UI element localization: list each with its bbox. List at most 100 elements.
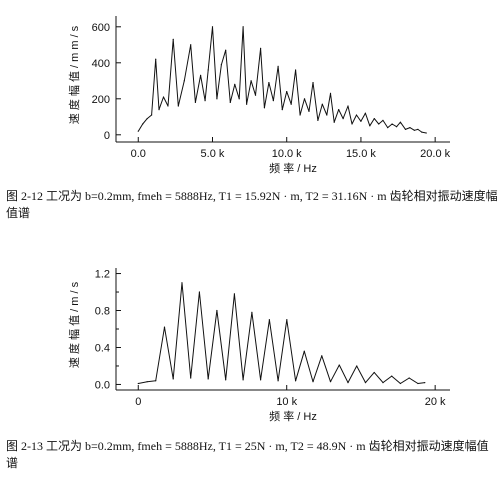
chart-1-data-point [425, 132, 427, 134]
chart-2-data-point [172, 378, 174, 380]
chart-1-data-point [204, 100, 206, 102]
chart-1-series-line [137, 26, 427, 134]
chart-2-data-point [408, 377, 410, 379]
chart-1-data-point [321, 103, 323, 105]
chart-1-y-tick-label: 200 [92, 94, 110, 106]
chart-2-data-point [277, 380, 279, 382]
chart-1-data-point [142, 123, 144, 125]
chart-1-data-point [312, 82, 314, 84]
chart-1-data-point [137, 130, 139, 132]
chart-2-data-point [216, 309, 218, 312]
chart-1-data-point [200, 74, 202, 76]
chart-1-data-point [172, 38, 174, 41]
chart-2-data-point [181, 282, 183, 284]
chart-2-data-point [225, 379, 227, 381]
chart-1-x-tick-label: 20.0 k [420, 148, 450, 160]
chart-1-y-axis-label: 速 度 幅 值 / m m / s [67, 25, 81, 124]
chart-2-data-point [338, 364, 340, 366]
chart-2-data-point [417, 382, 419, 385]
chart-2-y-axis-label: 速 度 幅 值 / m / s [67, 281, 81, 368]
chart-2-data-point [399, 382, 402, 385]
chart-2-data-point [137, 382, 139, 385]
chart-1-caption: 图 2-12 工况为 b=0.2mm, fmeh = 5888Hz, T1 = … [6, 189, 498, 220]
chart-1-data-point [183, 80, 185, 82]
chart-1-x-axis-label: 频 率 / Hz [269, 161, 317, 175]
chart-2-data-point [233, 293, 236, 295]
chart-2-data-point [294, 380, 297, 382]
chart-1-data-point [190, 44, 192, 46]
chart-1-data-point [369, 125, 371, 127]
chart-1-data-point [211, 26, 214, 28]
chart-1-data-point [351, 123, 353, 125]
chart-1-data-point [162, 96, 165, 98]
chart-1: 0 200 400 600 0.0 5.0 k 10.0 k 15.0 k 20.0 k 频 率 … [67, 16, 451, 175]
chart-1-data-point [225, 49, 227, 51]
chart-2-data-point [329, 381, 332, 383]
chart-2-data-point [382, 382, 384, 384]
chart-1-data-point [158, 109, 160, 111]
chart-2-data-point [347, 382, 349, 384]
chart-2-data-point [424, 382, 426, 384]
chart-2-series-line [138, 282, 425, 384]
chart-1-data-point [246, 103, 248, 105]
chart-1-x-tick-label: 0.0 [131, 148, 146, 160]
chart-1-data-point [254, 94, 257, 96]
chart-1-data-point [387, 127, 389, 129]
chart-1-y-tick-label: 0 [104, 130, 110, 142]
chart-1-data-point [277, 65, 279, 67]
chart-1-data-point [391, 123, 393, 125]
chart-2-data-point [373, 371, 375, 374]
chart-1-data-point [317, 119, 319, 121]
chart-2-x-tick-label: 0 [135, 396, 141, 408]
chart-2-x-axis-label: 频 率 / Hz [269, 409, 317, 423]
chart-1-data-point [355, 114, 358, 116]
chart-1-data-point [286, 91, 288, 93]
chart-1-data-point [395, 126, 398, 128]
chart-1-data-point [220, 64, 222, 66]
chart-1-x-tick-label: 5.0 k [201, 148, 225, 160]
chart-1-data-point [272, 100, 274, 102]
chart-1-y-tick-label: 400 [92, 58, 110, 70]
chart-2-data-point [303, 350, 305, 352]
chart-2-data-point [356, 365, 358, 367]
chart-1-data-point [404, 128, 407, 130]
chart-1-data-point [234, 83, 236, 85]
chart-1-data-point [229, 101, 231, 103]
chart-1-data-point [250, 80, 252, 82]
chart-2-x-tick-label: 20 k [425, 396, 446, 408]
chart-2-data-point [321, 355, 323, 357]
chart-1-data-point [216, 98, 218, 100]
chart-1-data-point [207, 69, 209, 71]
chart-1-data-point [421, 131, 423, 133]
chart-2-data-point [260, 379, 262, 381]
chart-1-data-point [413, 129, 415, 131]
chart-1-data-point [242, 26, 244, 28]
chart-1-data-point [329, 92, 332, 94]
chart-2-data-point [163, 326, 166, 328]
chart-1-data-point [263, 107, 266, 109]
chart-1-data-point [167, 105, 169, 107]
chart-2-data-point [268, 319, 270, 321]
chart-2-y-tick-label: 1.2 [95, 269, 110, 281]
chart-2-y-tick-label: 0.0 [95, 379, 110, 391]
chart-2-data-point [190, 377, 192, 379]
chart-2-data-point [391, 375, 393, 377]
chart-1-data-point [268, 82, 270, 84]
chart-1-data-point [155, 58, 157, 60]
chart-1-data-point [151, 114, 153, 116]
chart-2-data-point [251, 311, 253, 313]
chart-1-data-point [373, 118, 375, 120]
chart-1-data-point [364, 112, 366, 114]
chart-1-data-point [303, 98, 306, 100]
chart-1-data-point [347, 105, 349, 107]
chart-2: 0.0 0.4 0.8 1.2 0 10 k 20 k 频 率 / Hz 速 度 幅 值 / m… [67, 268, 450, 423]
chart-1-data-point [177, 105, 179, 107]
chart-1-data-point [338, 109, 340, 111]
chart-2-caption: 图 2-13 工况为 b=0.2mm, fmeh = 5888Hz, T1 = … [6, 439, 489, 470]
chart-1-data-point [399, 121, 402, 123]
chart-1-data-point [146, 118, 148, 120]
chart-1-data-point [417, 128, 419, 130]
chart-1-data-point [290, 103, 292, 105]
chart-1-data-point [194, 101, 197, 103]
